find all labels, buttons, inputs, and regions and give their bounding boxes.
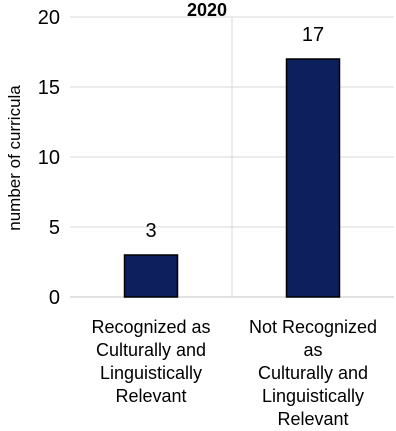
y-tick-label: 15 bbox=[38, 77, 60, 99]
y-tick-labels: 0 5 10 15 20 bbox=[38, 7, 60, 309]
y-axis-title: number of curricula bbox=[5, 85, 24, 231]
y-tick-label: 0 bbox=[49, 287, 60, 309]
gridlines bbox=[70, 16, 394, 298]
category-label: Not Recognized as Culturally and Linguistic… bbox=[249, 317, 377, 429]
y-tick-label: 5 bbox=[49, 217, 60, 239]
y-tick-label: 20 bbox=[38, 7, 60, 29]
bar bbox=[285, 58, 341, 298]
category-label: Recognized as Culturally and Linguisticall… bbox=[91, 317, 210, 406]
data-labels: 3 17 bbox=[145, 24, 324, 242]
chart-title: 2020 bbox=[187, 0, 227, 20]
data-label: 17 bbox=[302, 24, 324, 46]
category-labels: Recognized as Culturally and Linguisticall… bbox=[91, 317, 377, 429]
bar bbox=[123, 254, 179, 298]
data-label: 3 bbox=[145, 220, 156, 242]
bars bbox=[123, 58, 341, 298]
y-tick-label: 10 bbox=[38, 147, 60, 169]
